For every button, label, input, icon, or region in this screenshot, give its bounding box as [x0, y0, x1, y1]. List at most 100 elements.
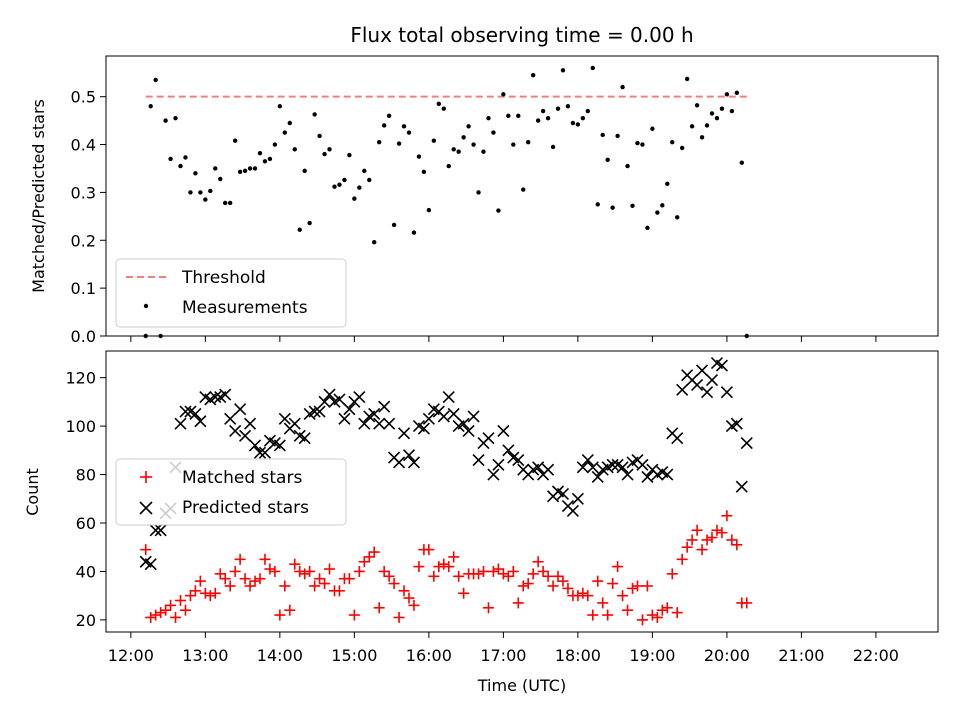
predicted-star-point	[556, 487, 570, 500]
predicted-star-point	[224, 412, 237, 425]
predicted-star-point	[641, 470, 654, 484]
predicted-star-point	[298, 432, 311, 445]
matched-star-point	[269, 565, 281, 577]
matched-star-point	[706, 532, 718, 544]
matched-star-point	[547, 580, 559, 592]
matched-star-point	[239, 573, 251, 585]
measurement-point	[451, 147, 456, 152]
measurement-point	[431, 138, 437, 143]
top-x-ticks	[130, 336, 877, 342]
measurement-point	[242, 168, 248, 174]
predicted-star-point	[397, 427, 411, 440]
top-y-axis-label: Matched/Predicted stars	[29, 99, 48, 293]
measurement-point	[570, 120, 576, 126]
x-tick-label: 19:00	[629, 646, 675, 665]
measurement-point	[406, 130, 412, 135]
matched-star-point	[587, 609, 599, 621]
matched-star-point	[249, 575, 261, 587]
matched-star-point	[179, 604, 191, 616]
x-tick-label: 16:00	[406, 646, 452, 665]
matched-star-point	[512, 597, 524, 609]
measurement-point	[535, 118, 541, 123]
predicted-star-point	[229, 424, 242, 438]
matched-star-point	[358, 556, 370, 568]
matched-star-point	[219, 573, 231, 585]
matched-star-point	[522, 578, 534, 590]
matched-star-point	[517, 580, 529, 592]
measurement-point	[396, 141, 402, 146]
predicted-star-point	[497, 424, 510, 438]
measurement-point	[605, 157, 610, 163]
matched-star-point	[716, 527, 728, 539]
measurement-point	[173, 116, 178, 121]
matched-star-point	[622, 604, 634, 616]
matched-star-point	[309, 580, 321, 592]
measurement-point	[183, 155, 188, 160]
top-plot-frame	[105, 55, 939, 337]
matched-star-point	[398, 585, 410, 597]
measurement-point	[684, 76, 690, 82]
matched-star-point	[731, 539, 743, 551]
x-tick-label: 17:00	[480, 646, 526, 665]
matched-legend-label: Matched stars	[182, 468, 302, 488]
measurement-point	[302, 168, 307, 174]
measurement-point	[660, 203, 665, 208]
bottom-y-tick-label: 80	[76, 466, 96, 485]
measurement-point	[545, 116, 551, 121]
measurement-point	[565, 104, 571, 109]
measurement-point	[362, 168, 367, 174]
matched-star-point	[165, 599, 177, 611]
predicted-star-point	[313, 405, 326, 418]
matched-star-point	[631, 580, 643, 592]
predicted-star-point	[581, 453, 594, 467]
measurement-point	[665, 181, 670, 186]
matched-star-point	[363, 551, 375, 563]
measurement-point	[511, 142, 516, 147]
measurement-point	[287, 120, 292, 126]
matched-star-point	[194, 575, 206, 587]
measurement-point	[580, 116, 586, 121]
measurement-point	[416, 154, 422, 159]
matched-star-point	[224, 580, 236, 592]
measurement-point	[327, 147, 332, 152]
measurement-point	[163, 118, 168, 123]
matched-star-point	[666, 568, 678, 580]
top-y-axis: 0.0 0.1 0.2 0.3 0.4 0.5	[71, 88, 106, 346]
measurement-point	[655, 210, 660, 215]
matched-star-point	[428, 570, 440, 582]
predicted-star-point	[695, 364, 709, 377]
matched-stars-points	[140, 510, 753, 626]
measurement-point	[595, 202, 600, 207]
measurement-point	[401, 124, 407, 129]
measurement-point	[386, 113, 392, 119]
predicted-star-point	[144, 558, 157, 571]
predicted-star-point	[691, 378, 704, 391]
matched-star-point	[214, 568, 226, 580]
top-y-tick-label: 0.2	[71, 231, 96, 250]
measurements-legend-label: Measurements	[182, 298, 308, 318]
measurement-point	[446, 163, 451, 169]
measurement-point	[411, 230, 417, 235]
matched-star-point	[289, 558, 301, 570]
predicted-star-point	[179, 405, 192, 418]
matched-star-point	[234, 553, 246, 565]
measurement-point	[471, 142, 476, 147]
predicted-star-point	[740, 436, 753, 450]
x-tick-label: 12:00	[108, 646, 154, 665]
matched-star-point	[368, 546, 380, 558]
predicted-star-point	[442, 390, 455, 404]
predicted-star-point	[482, 432, 495, 445]
matched-star-point	[304, 565, 316, 577]
measurement-point	[227, 200, 233, 206]
x-axis-label: Time (UTC)	[477, 676, 566, 695]
matched-star-point	[676, 553, 688, 565]
measurement-point	[143, 333, 148, 339]
matched-star-point	[671, 607, 683, 619]
measurement-point	[476, 190, 481, 195]
matched-star-point	[492, 563, 504, 575]
matched-star-point	[582, 590, 594, 602]
measurement-point	[193, 171, 198, 176]
predicted-star-point	[273, 439, 286, 452]
measurement-point	[262, 159, 268, 164]
measurement-point	[610, 205, 615, 210]
